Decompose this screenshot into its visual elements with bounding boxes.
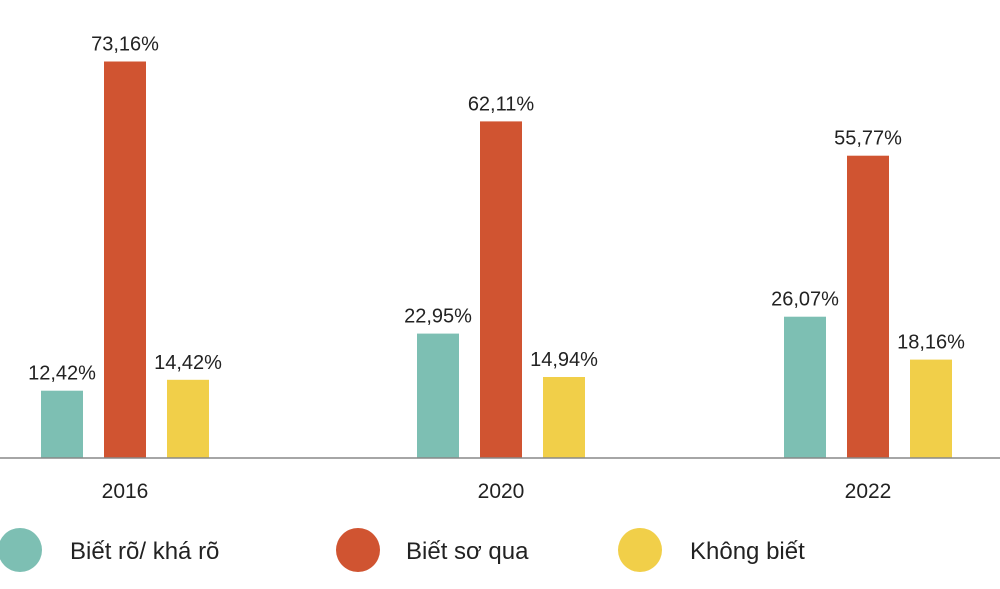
- legend-label-biet-ro: Biết rõ/ khá rõ: [70, 538, 219, 565]
- x-tick-label-2022: 2022: [845, 480, 892, 503]
- bar-biet-so-qua-2022: [847, 155, 889, 458]
- value-label-biet-ro-kha-ro-2020: 22,95%: [404, 306, 472, 328]
- x-tick-label-2016: 2016: [102, 480, 149, 503]
- value-label-khong-biet-2020: 14,94%: [530, 349, 598, 371]
- bar-khong-biet-2020: [543, 377, 585, 458]
- value-label-biet-ro-kha-ro-2016: 12,42%: [28, 363, 96, 385]
- bar-biet-ro-kha-ro-2022: [784, 316, 826, 458]
- value-label-biet-so-qua-2020: 62,11%: [468, 93, 535, 115]
- legend: Biết rõ/ khá rõ Biết sơ qua Không biết: [0, 528, 805, 572]
- bar-biet-so-qua-2016: [104, 61, 146, 458]
- value-label-khong-biet-2022: 18,16%: [897, 332, 965, 354]
- legend-label-biet-so-qua: Biết sơ qua: [406, 538, 529, 565]
- x-tick-label-2020: 2020: [478, 480, 525, 503]
- legend-label-khong-biet: Không biết: [690, 538, 805, 565]
- value-label-biet-ro-kha-ro-2022: 26,07%: [771, 289, 839, 311]
- value-label-biet-so-qua-2022: 55,77%: [834, 128, 902, 150]
- legend-marker-khong-biet: [618, 528, 662, 572]
- value-label-biet-so-qua-2016: 73,16%: [91, 34, 159, 56]
- legend-marker-biet-ro: [0, 528, 42, 572]
- bar-khong-biet-2022: [910, 359, 952, 458]
- value-label-khong-biet-2016: 14,42%: [154, 352, 222, 374]
- bar-biet-ro-kha-ro-2020: [417, 333, 459, 458]
- bar-biet-so-qua-2020: [480, 121, 522, 459]
- bar-khong-biet-2016: [167, 379, 209, 458]
- bar-biet-ro-kha-ro-2016: [41, 390, 83, 458]
- legend-marker-biet-so-qua: [336, 528, 380, 572]
